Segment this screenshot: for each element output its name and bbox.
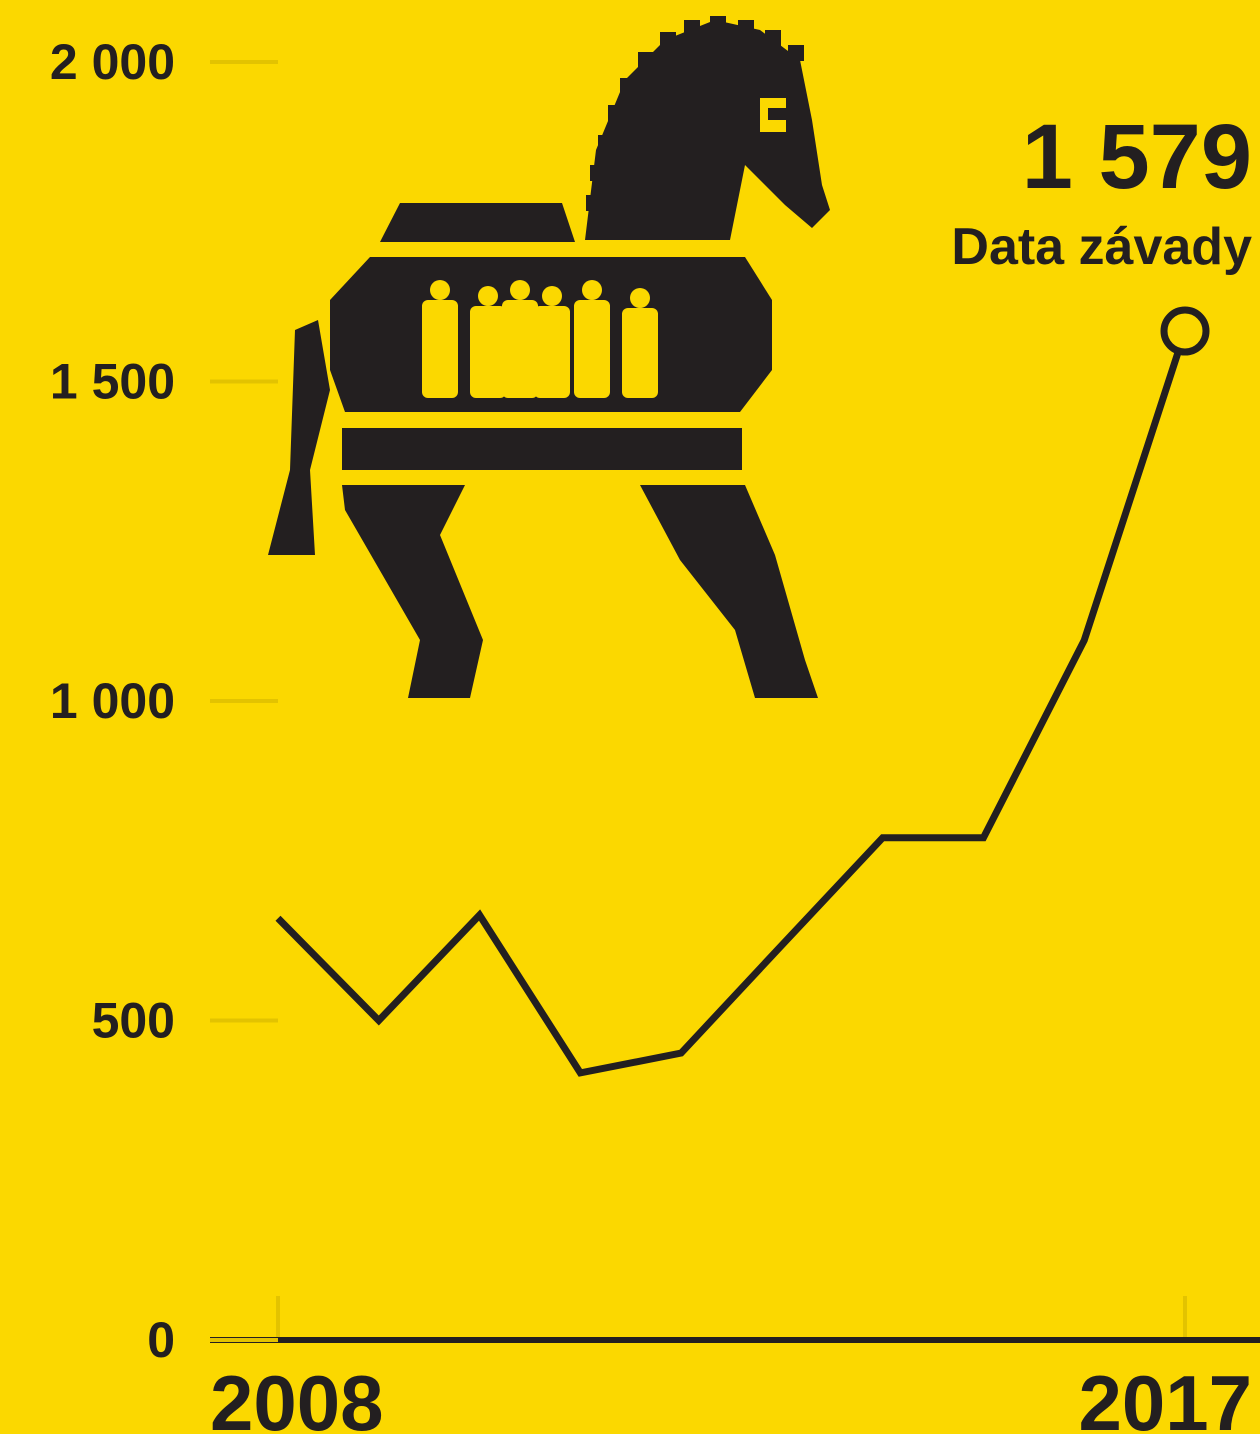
y-tick-label: 2 000 [50,34,175,90]
y-tick-label: 0 [147,1312,175,1368]
annotation: Data závady [951,218,1252,276]
horse-band [342,428,742,470]
x-tick-label: 2008 [210,1359,384,1434]
end-point-marker [1164,310,1206,352]
horse-pupil [768,108,786,120]
chart: 0 500 1 000 1 500 2 000 2008 2017 1 579 Data záv… [0,0,1260,1434]
y-tick-label: 500 [92,993,175,1049]
x-tick-label: 2017 [1078,1359,1252,1434]
horse-saddle [380,203,575,242]
value-label: 1 579 [1022,106,1252,208]
y-tick-label: 1 000 [50,673,175,729]
y-tick-label: 1 500 [50,354,175,410]
